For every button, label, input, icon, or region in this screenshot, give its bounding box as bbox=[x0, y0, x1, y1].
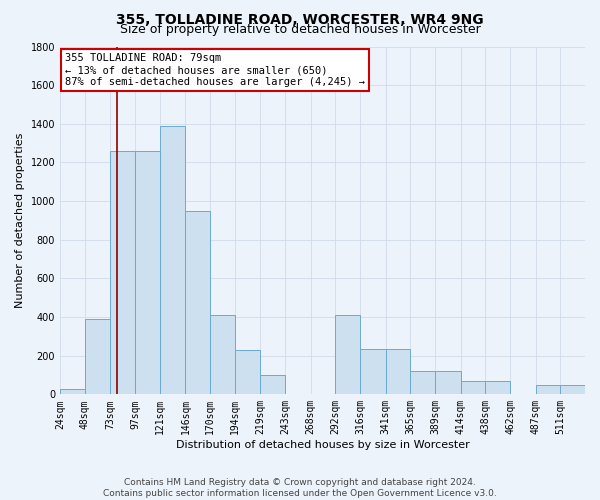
Bar bbox=[160, 126, 185, 394]
Bar bbox=[386, 349, 410, 395]
Bar bbox=[435, 371, 461, 394]
Bar bbox=[335, 315, 360, 394]
Bar bbox=[260, 375, 285, 394]
Text: 355, TOLLADINE ROAD, WORCESTER, WR4 9NG: 355, TOLLADINE ROAD, WORCESTER, WR4 9NG bbox=[116, 12, 484, 26]
Bar bbox=[235, 350, 260, 395]
Bar bbox=[485, 381, 510, 394]
Bar bbox=[135, 151, 160, 394]
Bar bbox=[185, 211, 210, 394]
Bar bbox=[360, 349, 386, 395]
Bar bbox=[560, 384, 585, 394]
Bar bbox=[210, 315, 235, 394]
X-axis label: Distribution of detached houses by size in Worcester: Distribution of detached houses by size … bbox=[176, 440, 469, 450]
Bar bbox=[85, 319, 110, 394]
Text: 355 TOLLADINE ROAD: 79sqm
← 13% of detached houses are smaller (650)
87% of semi: 355 TOLLADINE ROAD: 79sqm ← 13% of detac… bbox=[65, 54, 365, 86]
Text: Size of property relative to detached houses in Worcester: Size of property relative to detached ho… bbox=[119, 22, 481, 36]
Y-axis label: Number of detached properties: Number of detached properties bbox=[15, 132, 25, 308]
Bar bbox=[536, 384, 560, 394]
Bar bbox=[110, 151, 135, 394]
Text: Contains HM Land Registry data © Crown copyright and database right 2024.
Contai: Contains HM Land Registry data © Crown c… bbox=[103, 478, 497, 498]
Bar bbox=[60, 388, 85, 394]
Bar bbox=[410, 371, 435, 394]
Bar bbox=[461, 381, 485, 394]
